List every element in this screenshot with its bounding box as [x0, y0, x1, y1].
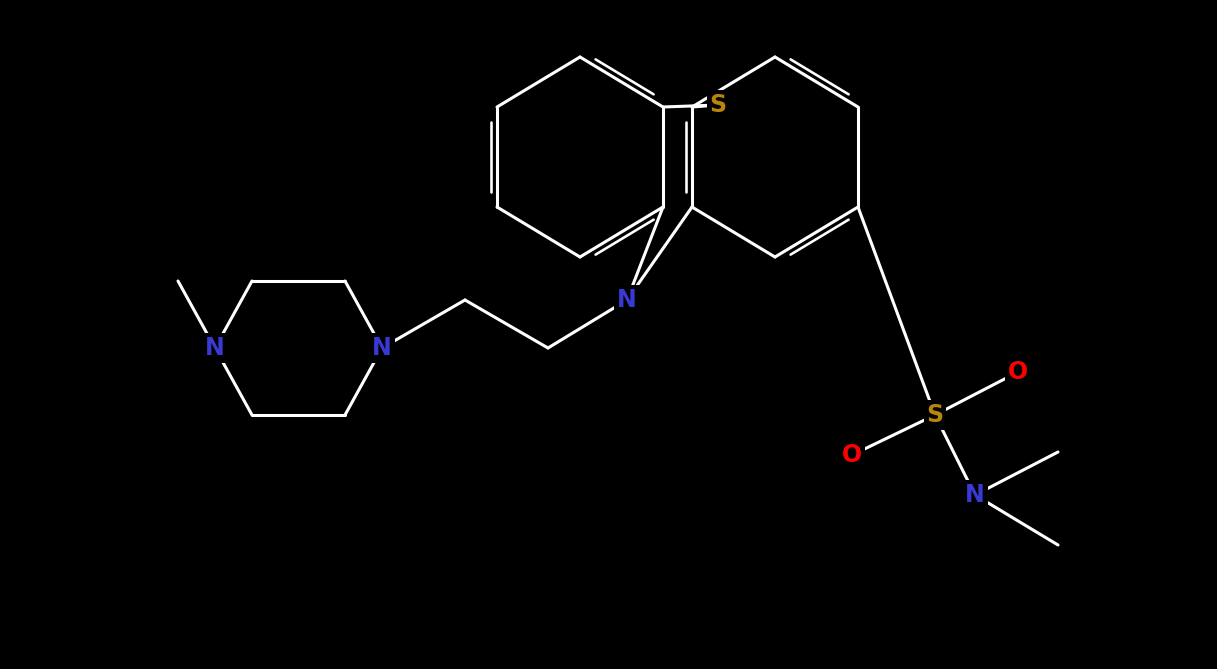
- Text: O: O: [1008, 360, 1028, 384]
- Text: S: S: [926, 403, 943, 427]
- Text: S: S: [710, 93, 727, 117]
- Text: O: O: [842, 443, 862, 467]
- Text: N: N: [206, 336, 225, 360]
- Text: N: N: [372, 336, 392, 360]
- Text: N: N: [965, 483, 985, 507]
- Text: N: N: [617, 288, 636, 312]
